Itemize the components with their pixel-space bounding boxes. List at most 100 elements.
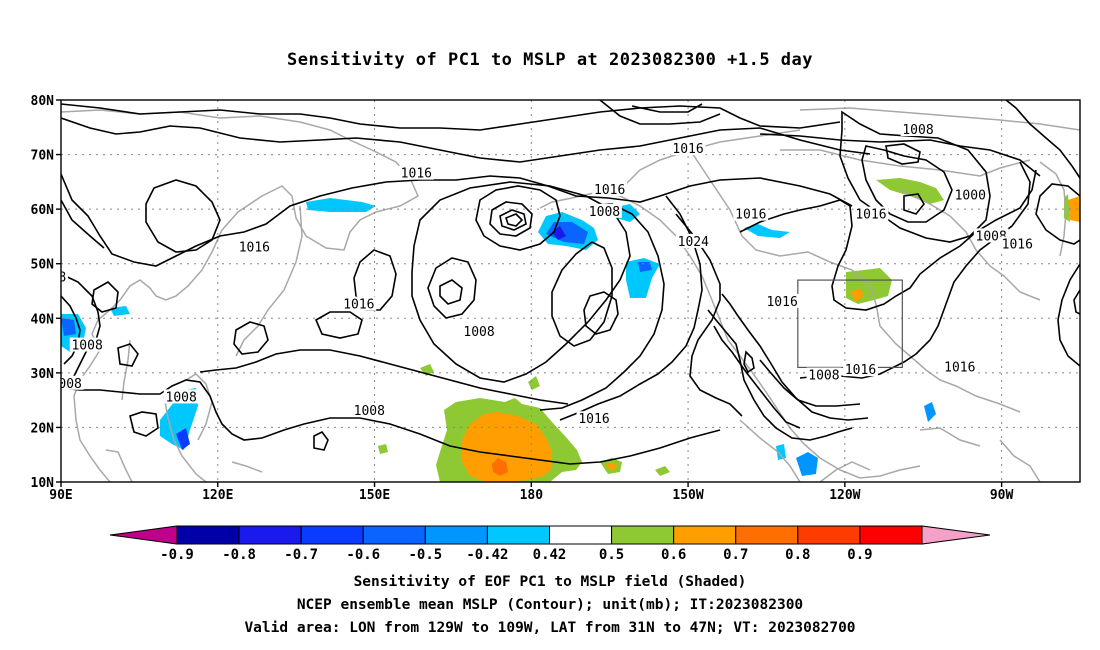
contour-label: 1008: [51, 377, 82, 392]
caption-contour: NCEP ensemble mean MSLP (Contour); unit(…: [296, 597, 804, 613]
contour-label-bg: [952, 187, 988, 202]
contour-label: 1016: [401, 167, 432, 182]
contour-label: 1016: [343, 298, 374, 313]
colorbar-swatch: [859, 525, 923, 545]
shade-blue-ne-pacific-core: [638, 262, 652, 272]
lon-tick-label: 120W: [829, 488, 860, 503]
lat-lon-grid: [61, 100, 1080, 482]
shade-green-pacific-small: [378, 444, 388, 454]
colorbar-swatch: [300, 525, 364, 545]
lon-tick-label: 150W: [672, 488, 703, 503]
colorbar-label: -0.8: [222, 547, 256, 563]
contour-label: 1016: [766, 295, 797, 310]
lat-tick-label: 60N: [31, 203, 55, 218]
shade-orange-central-pacific: [462, 412, 552, 482]
contour-label-bg: [942, 359, 978, 374]
contour-label-bg: [853, 206, 889, 221]
shade-orange-greenland: [1068, 196, 1080, 222]
contour-label: 1016: [672, 142, 703, 157]
lat-tick-label: 40N: [31, 312, 55, 327]
sensitivity-shading: [61, 178, 1080, 482]
colorbar-swatch: [486, 525, 550, 545]
contour-label-bg: [461, 323, 497, 338]
contour-label-bg: [670, 141, 706, 156]
contour-label: 1008: [902, 123, 933, 138]
colorbar-label: 0.7: [723, 547, 748, 563]
contour-label: 1016: [594, 183, 625, 198]
colorbar-swatch: [238, 525, 302, 545]
contour-label-bg: [236, 239, 272, 254]
contour-label: 1016: [578, 412, 609, 427]
lat-tick-label: 80N: [31, 94, 55, 109]
contour-label: 1016: [845, 363, 876, 378]
contour-label: 1016: [1002, 238, 1033, 253]
shade-orange-south-pacific: [605, 462, 617, 471]
colorbar-swatch: [735, 525, 799, 545]
contour-label: 1016: [944, 360, 975, 375]
contour-label-bg: [843, 362, 878, 377]
shade-blue-china-sea-core: [176, 428, 190, 450]
contour-label-bg: [592, 182, 628, 197]
lat-tick-label: 50N: [31, 258, 55, 273]
contour-label: 1008: [35, 270, 66, 285]
colorbar-swatch: [424, 525, 488, 545]
contour-label: 1016: [239, 240, 270, 255]
contour-label-bg: [806, 367, 842, 382]
contour-label-bg: [764, 293, 800, 308]
shade-blue-baffin: [744, 224, 790, 238]
shade-blue-east-asia-core: [61, 318, 76, 336]
contour-label-bg: [69, 337, 105, 352]
colorbar-low-arrow: [109, 525, 178, 545]
lat-tick-label: 10N: [31, 476, 55, 491]
colorbar-label: 0.8: [785, 547, 810, 563]
contour-label: 1008: [808, 369, 839, 384]
lon-tick-label: 180: [520, 488, 544, 503]
shade-green-arctic-canada: [876, 178, 944, 204]
colorbar-high-arrow: [921, 525, 991, 545]
shade-deep-orange-central-pacific: [492, 458, 508, 476]
lat-tick-label: 70N: [31, 149, 55, 164]
colorbar-swatch: [797, 525, 861, 545]
contour-label: 1016: [855, 208, 886, 223]
colorbar-label: 0.42: [533, 547, 567, 563]
shade-orange-hudson: [850, 288, 864, 302]
contour-label: 1008: [463, 325, 494, 340]
shade-blue-siberia: [306, 198, 376, 212]
contour-label-bg: [351, 403, 387, 418]
contour-label-bg: [398, 165, 434, 180]
contour-label: 1008: [589, 205, 620, 220]
colorbar-swatch: [611, 525, 675, 545]
shade-green-pacific-mid: [528, 376, 540, 390]
shade-green-pacific-north: [420, 364, 434, 376]
longitude-axis: 90E120E150E180150W120W90W60W: [49, 482, 1014, 503]
shade-green-gulf-alaska: [655, 466, 670, 476]
lon-tick-label: 150E: [359, 488, 390, 503]
map-frame: [60, 99, 1081, 483]
caption-valid-area: Valid area: LON from 129W to 109W, LAT f…: [244, 620, 856, 636]
colorbar-swatch: [176, 525, 240, 545]
colorbar-label: 0.6: [661, 547, 686, 563]
contour-label: 1016: [735, 208, 766, 223]
colorbar-swatch: [362, 525, 426, 545]
lon-tick-label: 90W: [990, 488, 1014, 503]
contour-label: 1000: [955, 189, 986, 204]
colorbar-label: -0.5: [408, 547, 442, 563]
colorbar-label: 0.5: [599, 547, 624, 563]
lat-tick-label: 30N: [31, 367, 55, 382]
page-title: Sensitivity of PC1 to MSLP at 2023082300…: [286, 50, 813, 70]
contour-label-bg: [576, 411, 612, 426]
shade-blue-mexico: [776, 444, 786, 460]
contour-label-bg: [587, 203, 622, 218]
lat-tick-label: 20N: [31, 421, 55, 436]
shade-blue-china-sea: [160, 388, 198, 450]
caption-shading: Sensitivity of EOF PC1 to MSLP field (Sh…: [353, 574, 747, 590]
contour-label-bg: [163, 389, 199, 404]
contour-label-bg: [900, 122, 936, 137]
mslp-contours: [61, 100, 1080, 465]
coastlines: [61, 107, 1080, 482]
contour-label-bg: [973, 228, 1009, 243]
colorbar-swatch: [549, 525, 613, 545]
